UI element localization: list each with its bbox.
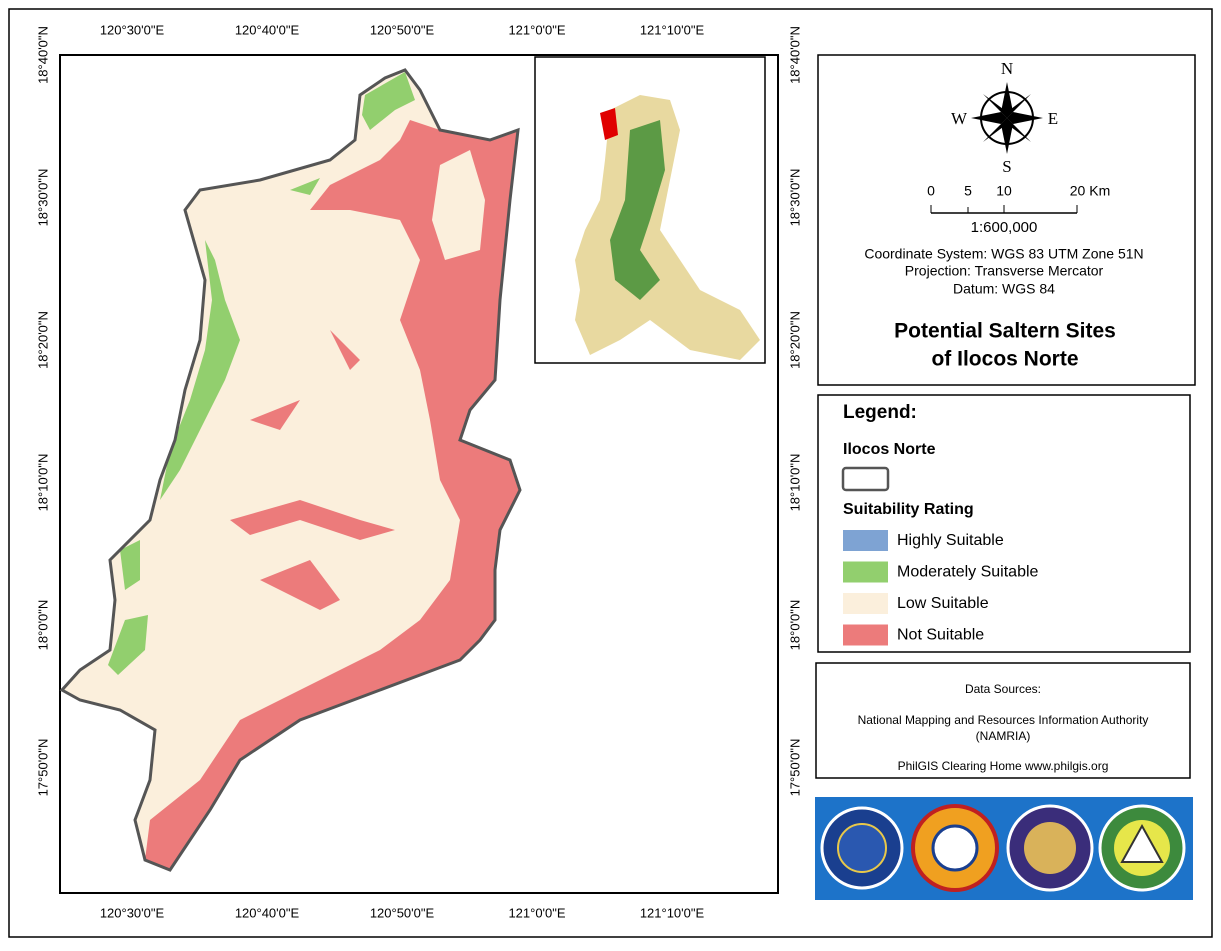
inset-vegetation — [610, 120, 665, 300]
compass-n: N — [1001, 59, 1013, 78]
inset-land — [575, 95, 760, 360]
scale-tick: 20 Km — [1070, 183, 1110, 199]
legend-title: Legend: — [843, 402, 917, 423]
x-coord-label: 120°50'0"E — [370, 22, 435, 37]
scale-tick: 10 — [996, 183, 1012, 199]
compass-e: E — [1048, 109, 1058, 128]
y-coord-label: 18°0'0"N — [787, 600, 802, 651]
graticule-labels: 120°30'0"E 120°30'0"E 120°40'0"E 120°40'0"E… — [35, 22, 802, 920]
y-coord-label: 18°30'0"N — [35, 169, 50, 227]
y-coord-label: 18°10'0"N — [35, 454, 50, 512]
legend-label: Not Suitable — [897, 627, 984, 644]
compass: N S E W — [951, 59, 1058, 176]
scale-ratio: 1:600,000 — [971, 219, 1038, 236]
x-coord-label: 120°50'0"E — [370, 905, 435, 920]
projection: Projection: Transverse Mercator — [905, 263, 1104, 279]
y-coord-label: 18°20'0"N — [35, 311, 50, 369]
x-coord-label: 120°40'0"E — [235, 905, 300, 920]
legend-swatch — [843, 624, 888, 646]
scale-bar: 0 5 10 20 Km 1:600,000 — [927, 183, 1110, 236]
page-border — [8, 8, 1213, 938]
inset-map — [534, 56, 766, 364]
not-suitable-area — [145, 120, 520, 870]
province-map — [59, 68, 522, 872]
x-coord-label: 121°10'0"E — [640, 905, 705, 920]
logo-banner — [815, 797, 1193, 900]
boundary-swatch — [841, 466, 890, 492]
low-suitable-patch — [432, 150, 485, 260]
datum: Datum: WGS 84 — [953, 281, 1055, 297]
legend-swatch — [843, 593, 888, 614]
y-coord-label: 18°40'0"N — [35, 26, 50, 84]
y-coord-label: 18°30'0"N — [787, 169, 802, 227]
x-coord-label: 120°30'0"E — [100, 22, 165, 37]
legend-items: Highly Suitable Moderately Suitable Low Su… — [843, 530, 1039, 646]
y-coord-label: 18°0'0"N — [35, 600, 50, 651]
legend-label: Highly Suitable — [897, 532, 1004, 549]
legend-label: Low Suitable — [897, 595, 989, 612]
x-coord-label: 121°0'0"E — [508, 905, 565, 920]
map-title: of Ilocos Norte — [931, 348, 1078, 371]
x-coord-label: 120°40'0"E — [235, 22, 300, 37]
y-coord-label: 18°20'0"N — [787, 311, 802, 369]
sources-box — [815, 662, 1191, 779]
coordinate-system: Coordinate System: WGS 83 UTM Zone 51N — [864, 246, 1143, 262]
legend-heading: Ilocos Norte — [843, 441, 936, 458]
scale-tick: 5 — [964, 183, 972, 199]
source-line: PhilGIS Clearing Home www.philgis.org — [898, 759, 1109, 773]
legend-swatch — [843, 530, 888, 551]
legend-heading: Suitability Rating — [843, 501, 974, 518]
scale-tick: 0 — [927, 183, 935, 199]
x-coord-label: 121°0'0"E — [508, 22, 565, 37]
source-line: National Mapping and Resources Informati… — [858, 713, 1149, 727]
x-coord-label: 121°10'0"E — [640, 22, 705, 37]
y-coord-label: 17°50'0"N — [787, 739, 802, 797]
inset-study-area — [600, 108, 618, 140]
y-coord-label: 17°50'0"N — [35, 739, 50, 797]
legend-label: Moderately Suitable — [897, 564, 1039, 581]
source-line: (NAMRIA) — [976, 729, 1031, 743]
sources-heading: Data Sources: — [965, 682, 1041, 696]
legend-swatch — [843, 561, 888, 583]
compass-s: S — [1002, 157, 1011, 176]
x-coord-label: 120°30'0"E — [100, 905, 165, 920]
y-coord-label: 18°10'0"N — [787, 454, 802, 512]
compass-w: W — [951, 109, 968, 128]
y-coord-label: 18°40'0"N — [787, 26, 802, 84]
province-boundary — [59, 68, 522, 872]
map-title: Potential Saltern Sites — [894, 320, 1116, 343]
